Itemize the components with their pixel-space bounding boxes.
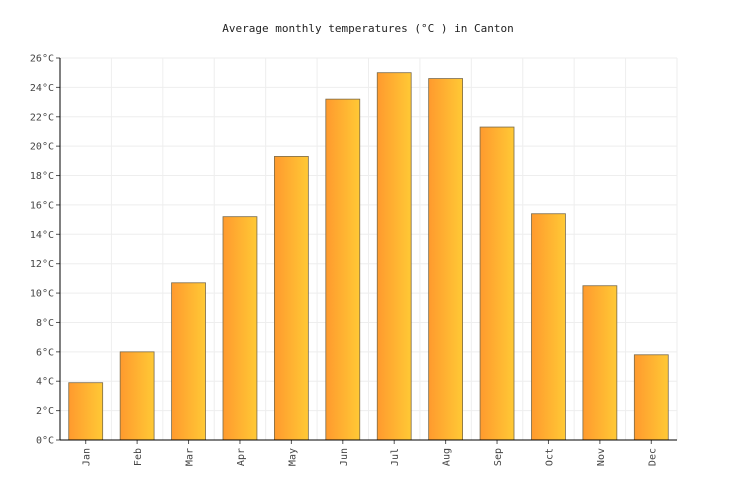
x-tick-label: Mar (185, 448, 196, 466)
bar-feb (119, 351, 155, 441)
x-tick-label: May (287, 448, 298, 466)
x-tick-label: Nov (596, 448, 607, 466)
bar-oct (531, 213, 566, 441)
x-tick-label: Jan (82, 448, 93, 466)
bar-sep (479, 126, 515, 441)
bar-nov (582, 285, 618, 441)
bar-mar (171, 282, 206, 441)
x-tick-label: Apr (236, 448, 247, 466)
x-tick-label: Jul (390, 448, 401, 466)
bar-jan (68, 382, 104, 441)
bar-dec (633, 354, 669, 441)
bar-may (274, 156, 309, 441)
bar-apr (222, 216, 258, 441)
y-tick-label: 18°C (30, 171, 54, 182)
x-tick-label: Oct (544, 448, 555, 466)
bar-aug (428, 78, 463, 441)
y-tick-label: 10°C (30, 289, 54, 300)
y-tick-label: 14°C (30, 230, 54, 241)
y-tick-label: 22°C (30, 112, 54, 123)
y-tick-label: 26°C (30, 54, 54, 65)
grid (59, 57, 678, 441)
y-tick-label: 6°C (36, 347, 54, 358)
y-tick-label: 8°C (36, 318, 54, 329)
x-tick-label: Aug (442, 448, 453, 466)
y-tick-labels: 0°C 2°C 4°C 6°C 8°C 10°C 12°C 14°C 16°C 18°C 20°C 2… (30, 54, 54, 447)
bar-jun (325, 98, 361, 441)
y-tick-label: 20°C (30, 142, 54, 153)
x-tick-label: Feb (133, 448, 144, 466)
bar-jul (376, 72, 412, 441)
x-tick-labels: Jan Feb Mar Apr May Jun Jul Aug Sep Oct Nov Dec (82, 448, 659, 466)
y-tick-label: 4°C (36, 377, 54, 388)
x-tick-label: Dec (647, 448, 658, 466)
y-tick-label: 0°C (36, 436, 54, 447)
x-tick-label: Jun (339, 448, 350, 466)
x-tick-label: Sep (493, 448, 504, 466)
chart-title: Average monthly temperatures (°C ) in Ca… (222, 22, 514, 35)
bars (68, 72, 669, 441)
y-tick-label: 2°C (36, 406, 54, 417)
y-tick-label: 24°C (30, 83, 54, 94)
axes (56, 57, 677, 444)
y-tick-label: 16°C (30, 200, 54, 211)
y-tick-label: 12°C (30, 259, 54, 270)
